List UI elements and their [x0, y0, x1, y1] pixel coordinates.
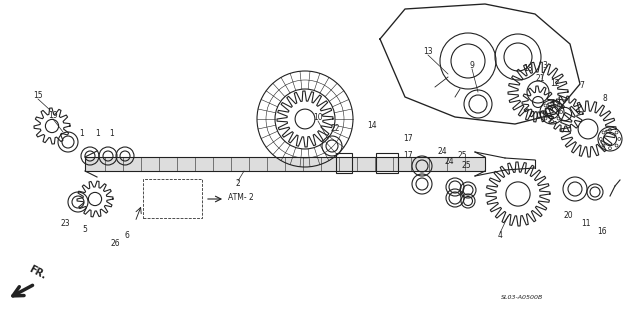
Text: SL03-A0500B: SL03-A0500B: [501, 295, 543, 300]
Text: FR.: FR.: [27, 264, 47, 281]
Text: 24: 24: [437, 147, 447, 157]
Text: 8: 8: [603, 94, 607, 103]
Text: 26: 26: [110, 240, 120, 249]
Text: 6: 6: [125, 232, 129, 241]
Text: 24: 24: [444, 158, 454, 167]
Text: 15: 15: [33, 92, 43, 100]
Text: 5: 5: [83, 225, 88, 234]
Text: 16: 16: [597, 227, 607, 236]
Text: 12: 12: [550, 79, 560, 88]
Text: 23: 23: [60, 219, 70, 228]
Text: 17: 17: [403, 152, 413, 160]
Text: 17: 17: [403, 135, 413, 144]
Text: 4: 4: [497, 232, 502, 241]
Text: 22: 22: [330, 124, 340, 133]
Text: 13: 13: [423, 48, 433, 56]
Text: 20: 20: [563, 211, 573, 220]
Text: 21: 21: [535, 75, 545, 84]
Text: 19: 19: [48, 112, 58, 121]
Text: 1: 1: [79, 130, 84, 138]
Text: ATM- 2: ATM- 2: [228, 194, 253, 203]
Text: 25: 25: [461, 161, 471, 170]
Text: 1: 1: [95, 130, 100, 138]
Text: 11: 11: [581, 219, 591, 228]
Text: 1: 1: [109, 130, 115, 138]
Text: 10: 10: [313, 114, 323, 122]
Text: 9: 9: [470, 62, 474, 70]
Text: 2: 2: [236, 180, 241, 189]
Text: 3: 3: [543, 62, 547, 70]
Text: 14: 14: [367, 122, 377, 130]
FancyBboxPatch shape: [85, 157, 485, 171]
Text: 7: 7: [580, 81, 584, 91]
Text: 18: 18: [524, 64, 532, 73]
Text: 25: 25: [457, 152, 467, 160]
